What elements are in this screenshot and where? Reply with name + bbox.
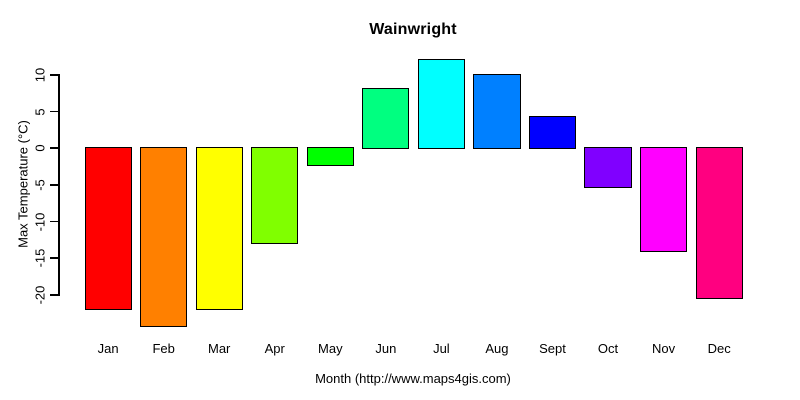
y-tick-label: -20 [32, 285, 48, 305]
y-tick [50, 147, 59, 149]
bar-nov [640, 147, 688, 252]
x-axis-title: Month (http://www.maps4gis.com) [315, 371, 511, 386]
x-tick-label-jan: Jan [97, 341, 119, 356]
y-tick [50, 74, 59, 76]
y-tick-label: -15 [32, 248, 48, 268]
x-tick-label-may: May [318, 341, 343, 356]
y-tick [50, 294, 59, 296]
x-tick-label-nov: Nov [652, 341, 676, 356]
bar-jul [417, 58, 465, 149]
chart-title: Wainwright [369, 21, 457, 38]
y-tick-label: -5 [32, 179, 48, 191]
bar-aug [473, 74, 521, 149]
x-tick-label-dec: Dec [707, 341, 731, 356]
y-axis-line [58, 74, 60, 296]
bar-sept [528, 115, 577, 149]
y-tick-label: 0 [32, 144, 48, 152]
bar-jun [362, 88, 410, 149]
bar-jan [84, 147, 132, 310]
x-tick-label-sept: Sept [539, 341, 566, 356]
y-tick-label: 5 [32, 107, 48, 116]
x-tick-label-feb: Feb [152, 341, 175, 356]
bar-apr [251, 147, 299, 244]
x-tick-label-oct: Oct [597, 341, 619, 356]
y-tick [50, 184, 59, 186]
x-tick-label-jul: Jul [433, 341, 450, 356]
y-tick-label: -10 [32, 212, 48, 231]
y-tick [50, 257, 59, 259]
y-tick [50, 220, 59, 223]
x-tick-label-jun: Jun [375, 341, 397, 356]
bar-mar [195, 147, 243, 311]
bar-feb [140, 147, 188, 328]
x-tick-label-apr: Apr [264, 341, 285, 356]
x-tick-label-aug: Aug [485, 341, 509, 356]
bar-may [306, 147, 354, 166]
bar-oct [584, 147, 632, 188]
y-tick [50, 110, 59, 113]
bar-dec [695, 147, 743, 299]
y-tick-label: 10 [32, 67, 48, 83]
x-tick-label-mar: Mar [207, 341, 231, 356]
